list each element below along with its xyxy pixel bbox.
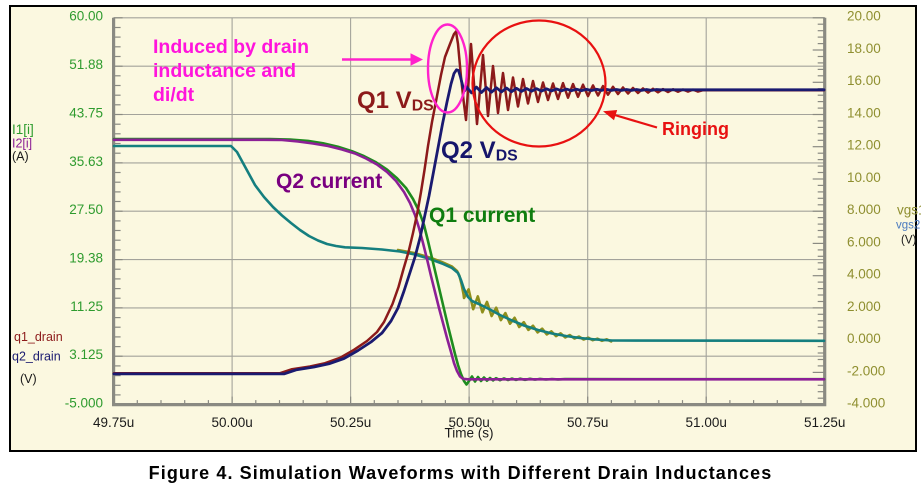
svg-text:14.00: 14.00: [847, 105, 881, 120]
svg-text:6.000: 6.000: [847, 234, 881, 249]
svg-text:20.00: 20.00: [847, 9, 881, 24]
svg-text:vgs2: vgs2: [896, 220, 920, 232]
svg-text:8.000: 8.000: [847, 202, 881, 217]
svg-text:18.00: 18.00: [847, 41, 881, 56]
svg-text:3.125: 3.125: [69, 347, 103, 362]
svg-text:50.00u: 50.00u: [211, 415, 252, 430]
svg-text:11.25: 11.25: [70, 299, 103, 314]
svg-text:51.88: 51.88: [69, 57, 103, 72]
svg-text:4.000: 4.000: [847, 267, 881, 282]
svg-text:19.38: 19.38: [69, 250, 103, 265]
svg-text:43.75: 43.75: [69, 105, 103, 120]
svg-text:q2_drain: q2_drain: [12, 350, 61, 364]
svg-text:16.00: 16.00: [847, 73, 881, 88]
svg-text:60.00: 60.00: [69, 9, 103, 24]
svg-text:35.63: 35.63: [69, 154, 103, 169]
svg-text:Time (s): Time (s): [445, 426, 494, 441]
svg-text:50.50u: 50.50u: [448, 415, 489, 430]
svg-text:I2[i]: I2[i]: [12, 137, 32, 151]
svg-text:2.000: 2.000: [847, 299, 881, 314]
svg-text:0.000: 0.000: [847, 331, 881, 346]
svg-text:(A): (A): [12, 150, 29, 164]
svg-text:q1_drain: q1_drain: [14, 330, 63, 344]
svg-text:10.00: 10.00: [847, 170, 881, 185]
svg-text:50.25u: 50.25u: [330, 415, 371, 430]
svg-text:12.00: 12.00: [847, 138, 881, 153]
svg-text:51.25u: 51.25u: [804, 415, 845, 430]
svg-text:27.50: 27.50: [69, 202, 103, 217]
svg-text:-2.000: -2.000: [847, 363, 885, 378]
svg-text:50.75u: 50.75u: [567, 415, 608, 430]
svg-text:I1[i]: I1[i]: [12, 122, 34, 137]
svg-text:-4.000: -4.000: [847, 396, 885, 411]
svg-text:(V): (V): [901, 235, 917, 247]
svg-text:vgs1: vgs1: [897, 203, 921, 218]
svg-text:51.00u: 51.00u: [686, 415, 727, 430]
svg-text:(V): (V): [20, 372, 37, 386]
svg-text:49.75u: 49.75u: [93, 415, 134, 430]
svg-text:-5.000: -5.000: [65, 396, 103, 411]
